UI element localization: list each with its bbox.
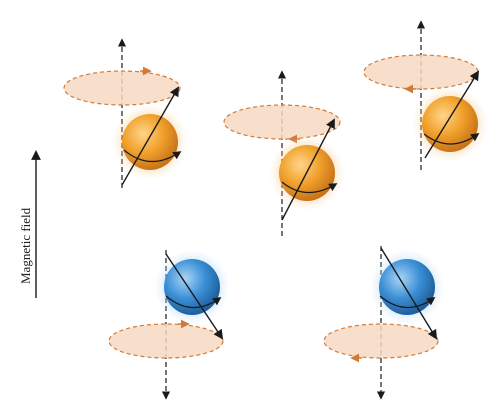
spin-vector — [165, 253, 224, 340]
spin-down-1 — [108, 249, 230, 400]
precession-orbit — [108, 323, 224, 359]
spin-down-2 — [323, 246, 445, 400]
rotation-arrow — [423, 133, 480, 145]
orange-sphere — [422, 96, 478, 152]
spin-vector — [380, 247, 438, 340]
precession-orbit — [223, 104, 341, 140]
rotation-arrow — [123, 149, 182, 163]
spin-up-2 — [223, 70, 345, 236]
spin-up-1 — [63, 38, 188, 188]
orange-sphere — [122, 114, 178, 170]
spin-vector — [121, 86, 179, 186]
rotation-arrow — [165, 295, 222, 309]
magnetic-field-axis: Magnetic field — [18, 150, 41, 298]
magnetic-field-label: Magnetic field — [18, 207, 33, 284]
spin-vector — [424, 70, 480, 159]
precession-orbit — [63, 70, 181, 106]
rotation-arrow — [379, 295, 436, 309]
precession-orbit — [323, 323, 439, 359]
rotation-arrow — [281, 181, 338, 194]
precession-orbit — [363, 54, 479, 90]
blue-sphere — [379, 259, 435, 315]
blue-sphere — [164, 259, 220, 315]
spin-vector — [281, 118, 335, 221]
spin-up-3 — [363, 20, 488, 170]
